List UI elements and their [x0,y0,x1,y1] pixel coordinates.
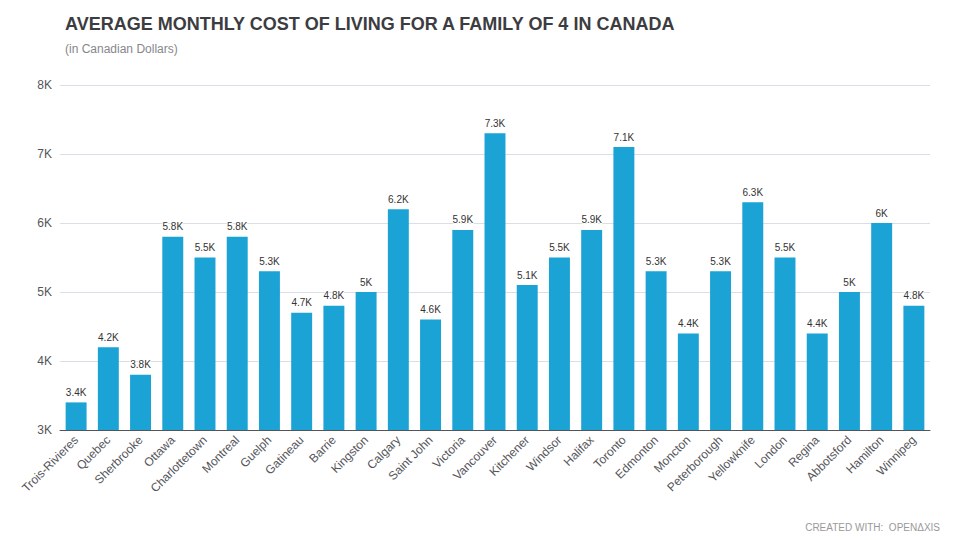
svg-text:Yellowknife: Yellowknife [706,433,758,485]
svg-text:5.5K: 5.5K [195,242,216,253]
svg-text:3.8K: 3.8K [130,359,151,370]
svg-text:4K: 4K [37,354,52,368]
svg-text:7.1K: 7.1K [614,132,635,143]
svg-text:Windsor: Windsor [523,433,564,474]
svg-text:CREATED WITH: OPENΔXIS: CREATED WITH: OPENΔXIS [805,522,940,533]
svg-text:Trois-Rivieres: Trois-Rivieres [19,433,81,495]
svg-text:6K: 6K [37,216,52,230]
svg-text:Winnipeg: Winnipeg [874,433,919,478]
svg-text:7.3K: 7.3K [485,118,506,129]
svg-text:Edmonton: Edmonton [613,433,662,482]
svg-text:6K: 6K [876,208,889,219]
svg-text:Toronto: Toronto [590,433,629,472]
svg-text:Charlottetown: Charlottetown [147,433,210,496]
svg-text:Regina: Regina [785,433,823,470]
svg-text:5K: 5K [37,285,52,299]
svg-text:4.8K: 4.8K [324,290,345,301]
svg-text:Barrie: Barrie [306,433,339,466]
svg-text:AVERAGE MONTHLY COST OF LIVING: AVERAGE MONTHLY COST OF LIVING FOR A FAM… [65,14,674,34]
svg-text:Sherbrooke: Sherbrooke [92,433,146,487]
svg-text:5.5K: 5.5K [775,242,796,253]
svg-text:4.7K: 4.7K [291,297,312,308]
svg-text:Gatineau: Gatineau [262,433,306,477]
svg-text:London: London [752,433,790,471]
svg-text:3.4K: 3.4K [66,387,87,398]
svg-text:Moncton: Moncton [650,433,694,476]
svg-text:5.9K: 5.9K [581,214,602,225]
svg-text:6.3K: 6.3K [742,187,763,198]
svg-text:Quebec: Quebec [73,433,114,473]
svg-text:5.8K: 5.8K [162,221,183,232]
svg-text:Kingston: Kingston [328,433,371,476]
svg-text:Montreal: Montreal [199,433,242,476]
svg-text:Kitchener: Kitchener [486,433,532,479]
svg-text:6.2K: 6.2K [388,194,409,205]
svg-text:Victoria: Victoria [429,433,468,472]
svg-text:Ottawa: Ottawa [141,433,178,470]
svg-text:5.3K: 5.3K [259,256,280,267]
svg-text:Abbotsford: Abbotsford [804,433,855,484]
svg-text:Hamilton: Hamilton [843,433,887,477]
svg-text:5.1K: 5.1K [517,270,538,281]
svg-text:(in Canadian Dollars): (in Canadian Dollars) [65,42,178,56]
svg-text:4.2K: 4.2K [98,332,119,343]
svg-text:4.4K: 4.4K [807,318,828,329]
svg-text:Peterborough: Peterborough [664,433,726,495]
svg-text:Calgary: Calgary [364,433,404,473]
svg-text:4.4K: 4.4K [678,318,699,329]
svg-text:Guelph: Guelph [237,433,275,471]
svg-text:3K: 3K [37,423,52,437]
svg-text:4.6K: 4.6K [420,304,441,315]
svg-text:5K: 5K [360,277,373,288]
svg-text:5.3K: 5.3K [646,256,667,267]
svg-text:Halifax: Halifax [561,433,597,469]
svg-text:5K: 5K [843,277,856,288]
svg-text:5.8K: 5.8K [227,221,248,232]
svg-text:Vancouver: Vancouver [450,433,500,483]
svg-text:5.9K: 5.9K [452,214,473,225]
svg-text:7K: 7K [37,147,52,161]
svg-text:5.3K: 5.3K [710,256,731,267]
svg-text:4.8K: 4.8K [904,290,925,301]
svg-text:Saint John: Saint John [386,433,436,483]
svg-text:8K: 8K [37,78,52,92]
svg-text:5.5K: 5.5K [549,242,570,253]
